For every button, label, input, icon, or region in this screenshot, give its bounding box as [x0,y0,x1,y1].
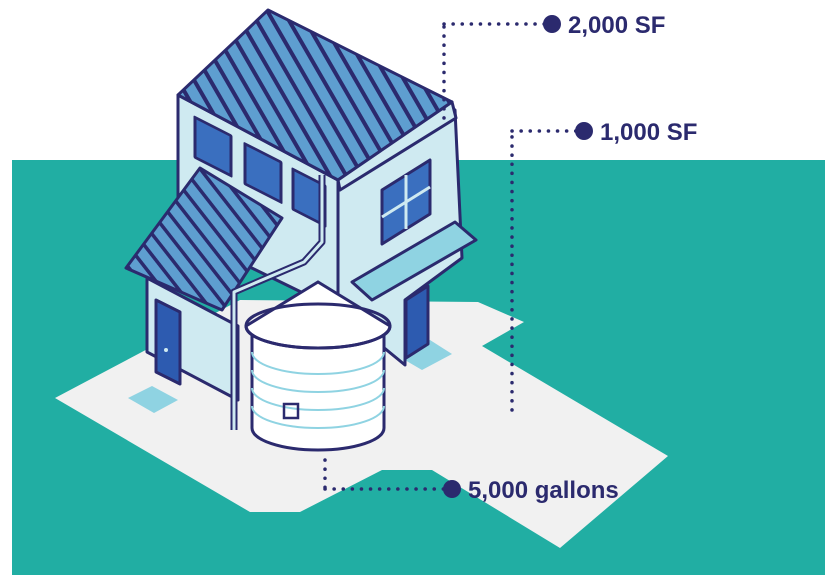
side-awning [350,220,478,302]
water-tank [244,280,392,452]
main-gable [336,100,458,192]
upper-window-2 [243,142,283,204]
tank-ribs [251,351,385,429]
step-pad-left [128,386,178,413]
tank-body [250,328,386,452]
upper-window-1 [193,115,233,178]
wing-roof [124,166,284,312]
wing-door [154,298,182,386]
callout-roof-lower-dot [575,122,593,140]
callout-roof-lower-label: 1,000 SF [600,119,697,146]
side-door [404,284,430,360]
house [124,8,478,430]
callout-roof-upper-dot [543,15,561,33]
callout-roof-upper-label: 2,000 SF [568,12,665,39]
callout-tank-label: 5,000 gallons [468,477,619,504]
callout-tank-dot [443,480,461,498]
tank-outlet [282,402,300,420]
step-pad-right [398,340,452,370]
